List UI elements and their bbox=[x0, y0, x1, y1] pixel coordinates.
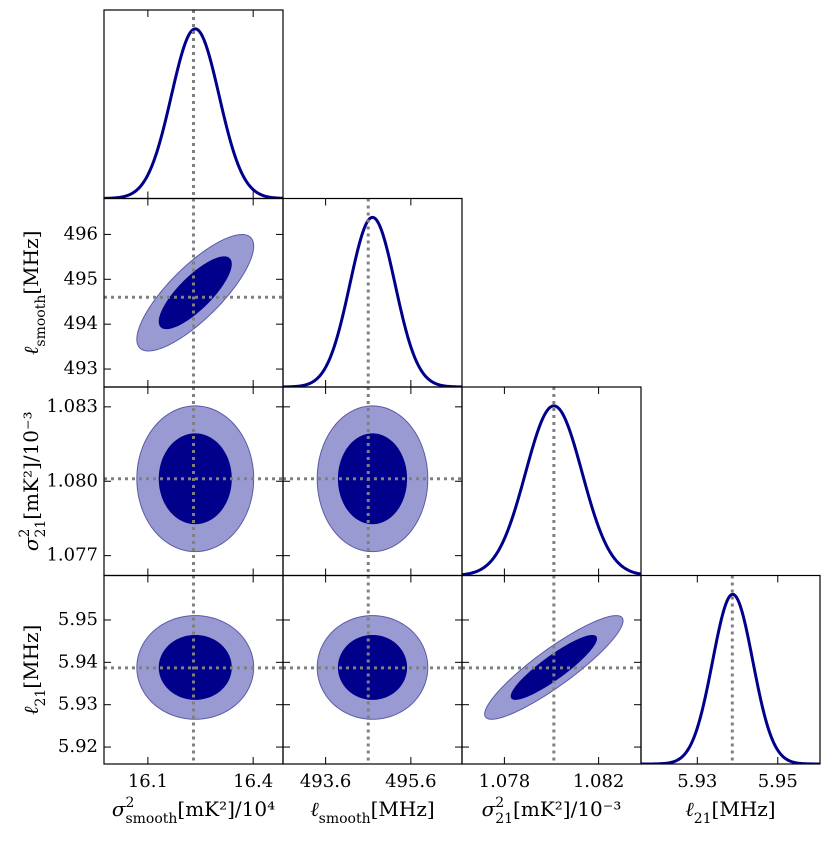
y-tick-label: 496 bbox=[64, 223, 98, 244]
label-symbol: ℓ bbox=[310, 797, 319, 821]
y-tick-label: 1.077 bbox=[46, 545, 98, 566]
contour-inner bbox=[337, 634, 408, 700]
marginal-curve bbox=[462, 404, 641, 576]
y-tick-label: 494 bbox=[64, 313, 98, 334]
x-axis-label: ℓ21[MHz] bbox=[685, 797, 775, 827]
label-sup: 2 bbox=[17, 529, 33, 538]
label-unit: [MHz] bbox=[19, 231, 43, 295]
label-symbol: σ bbox=[19, 536, 43, 551]
label-symbol: σ bbox=[482, 797, 497, 821]
label-symbol: ℓ bbox=[19, 706, 43, 715]
panel: 5.93 5.95 bbox=[640, 574, 821, 792]
label-symbol: ℓ bbox=[19, 346, 43, 355]
label-sub: smooth bbox=[33, 295, 49, 347]
panel-frame bbox=[282, 197, 463, 388]
label-sub: 21 bbox=[33, 520, 49, 538]
x-axis-label: σ2 smooth[mK²]/10⁴ bbox=[112, 795, 275, 827]
x-tick-label: 493.6 bbox=[300, 771, 352, 792]
label-sub: 21 bbox=[694, 811, 712, 827]
x-tick-label: 16.1 bbox=[128, 771, 168, 792]
x-tick-label: 5.93 bbox=[677, 771, 717, 792]
label-unit: [mK²]/10⁴ bbox=[177, 797, 275, 821]
x-axis-label: σ2 21[mK²]/10⁻³ bbox=[482, 795, 622, 827]
label-unit: [MHz] bbox=[19, 625, 43, 689]
panel bbox=[103, 9, 284, 200]
y-axis-label: ℓ21[MHz] bbox=[19, 625, 49, 715]
panel-content bbox=[462, 575, 641, 764]
label-sub: smooth bbox=[125, 811, 177, 827]
x-tick-label: 1.082 bbox=[573, 771, 625, 792]
panel-frame bbox=[640, 574, 821, 765]
y-axis-label: ℓsmooth[MHz] bbox=[19, 231, 49, 355]
y-axis-label: σ221[mK²]/10⁻³ bbox=[17, 411, 49, 551]
label-sub: 21 bbox=[33, 689, 49, 707]
marginal-curve bbox=[283, 215, 462, 387]
panel-content bbox=[104, 10, 283, 199]
x-tick-label: 1.078 bbox=[479, 771, 531, 792]
panel-content bbox=[283, 198, 462, 387]
marginal-curve bbox=[104, 27, 283, 199]
label-sup: 2 bbox=[126, 795, 135, 811]
y-tick-label: 5.94 bbox=[58, 651, 98, 672]
panel-content bbox=[462, 387, 641, 576]
y-tick-label: 5.93 bbox=[58, 694, 98, 715]
y-tick-label: 1.080 bbox=[46, 470, 98, 491]
panel: 1.077 1.080 1.083 bbox=[46, 386, 284, 577]
label-unit: [MHz] bbox=[712, 797, 776, 821]
panel-content bbox=[104, 387, 283, 576]
contour-inner bbox=[337, 433, 408, 525]
label-sub: smooth bbox=[319, 811, 371, 827]
panel: 5.92 5.93 5.94 5.95 16.1 16.4 bbox=[58, 574, 284, 792]
contour-inner bbox=[158, 256, 232, 330]
panel bbox=[461, 386, 642, 577]
y-tick-label: 493 bbox=[64, 358, 98, 379]
panel-content bbox=[641, 575, 820, 764]
x-tick-label: 16.4 bbox=[233, 771, 273, 792]
label-sup: 2 bbox=[495, 795, 504, 811]
panel: 1.078 1.082 bbox=[461, 574, 642, 792]
y-tick-label: 495 bbox=[64, 268, 98, 289]
x-tick-label: 5.95 bbox=[758, 771, 798, 792]
marginal-curve bbox=[641, 592, 820, 764]
panel: 493.6 495.6 bbox=[282, 574, 463, 792]
y-tick-label: 5.95 bbox=[58, 609, 98, 630]
x-axis-label: ℓsmooth[MHz] bbox=[310, 797, 434, 827]
panel bbox=[282, 386, 463, 577]
label-sub: 21 bbox=[495, 811, 513, 827]
label-unit: [mK²]/10⁻³ bbox=[19, 411, 43, 519]
panel-content bbox=[283, 575, 462, 764]
panel-content bbox=[104, 575, 283, 764]
panel-content bbox=[104, 198, 283, 387]
x-tick-label: 495.6 bbox=[385, 771, 437, 792]
label-unit: [MHz] bbox=[371, 797, 435, 821]
y-tick-label: 5.92 bbox=[58, 736, 98, 757]
panel bbox=[282, 197, 463, 388]
label-symbol: ℓ bbox=[685, 797, 694, 821]
panel-frame bbox=[461, 386, 642, 577]
panel-content bbox=[283, 387, 462, 576]
y-tick-label: 1.083 bbox=[46, 396, 98, 417]
panel: 493 494 495 496 bbox=[64, 197, 284, 388]
label-unit: [mK²]/10⁻³ bbox=[513, 797, 621, 821]
label-symbol: σ bbox=[112, 797, 127, 821]
